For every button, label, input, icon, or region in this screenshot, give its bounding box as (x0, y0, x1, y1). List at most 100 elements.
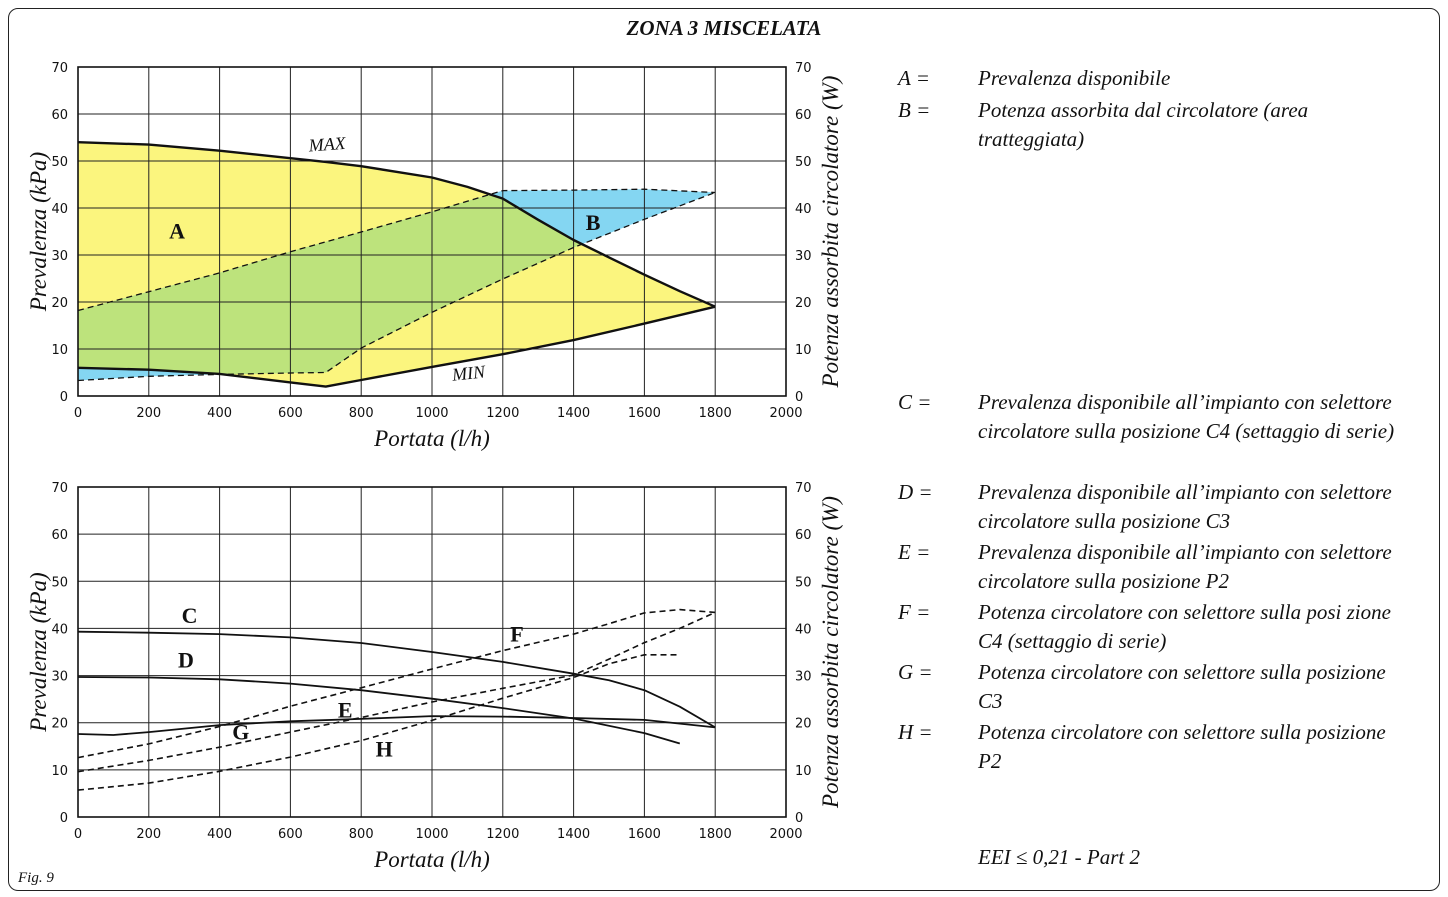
y2-tick-label: 10 (795, 343, 812, 358)
legend-key: B = (898, 98, 931, 122)
y-tick-label: 40 (51, 202, 68, 217)
x-tick-label: 1000 (415, 827, 448, 842)
x-tick-label: 0 (74, 827, 82, 842)
y2-tick-label: 20 (795, 296, 812, 311)
chart-2-series (77, 608, 716, 791)
series-g (77, 611, 716, 773)
eei-note: EEI ≤ 0,21 - Part 2 (978, 845, 1141, 869)
legend-text: Prevalenza disponibile (978, 66, 1171, 90)
legend-text: Potenza circolatore con selettore sulla … (978, 600, 1391, 653)
x-axis-label: Portata (l/h) (373, 847, 490, 872)
legend-text: Prevalenza disponibile all’impianto con … (978, 540, 1392, 593)
y2-tick-label: 0 (795, 390, 803, 405)
y2-tick-label: 60 (795, 108, 812, 123)
y-tick-label: 70 (51, 61, 68, 76)
chart-1-areas (78, 142, 716, 387)
x-tick-label: 1800 (699, 827, 732, 842)
legend-key: F = (898, 600, 931, 624)
y2-tick-label: 40 (795, 202, 812, 217)
y-axis-label: Prevalenza (kPa) (26, 572, 51, 732)
x-tick-label: 1600 (628, 827, 661, 842)
y-tick-label: 0 (60, 811, 68, 826)
x-tick-label: 2000 (769, 827, 802, 842)
y2-tick-label: 20 (795, 717, 812, 732)
figure-title: ZONA 3 MISCELATA (626, 16, 822, 40)
x-tick-label: 1800 (699, 406, 732, 421)
annotation-h: H (376, 737, 393, 762)
series-min (77, 305, 716, 388)
series-max (77, 141, 716, 308)
y-tick-label: 70 (51, 481, 68, 496)
series-c (77, 630, 716, 729)
x-tick-label: 600 (278, 406, 303, 421)
x-axis-label: Portata (l/h) (373, 426, 490, 451)
chart-1-annotations: A B MAX MIN (169, 133, 601, 385)
x-tick-label: 400 (207, 827, 232, 842)
legend-key: G = (898, 660, 933, 684)
y-axis-label: Prevalenza (kPa) (26, 152, 51, 312)
x-tick-label: 1000 (415, 406, 448, 421)
legend-text: Potenza circolatore con selettore sulla … (978, 660, 1386, 713)
y2-tick-label: 60 (795, 528, 812, 543)
figure-label: Fig. 9 (18, 870, 54, 886)
x-tick-label: 1600 (628, 406, 661, 421)
y-tick-label: 60 (51, 108, 68, 123)
annotation-a: A (169, 219, 185, 244)
legend-key: E = (898, 540, 931, 564)
legend-key: A = (898, 66, 930, 90)
x-tick-label: 200 (136, 827, 161, 842)
legend-text: Potenza assorbita dal circolatore (area … (978, 98, 1309, 151)
annotation-min: MIN (450, 361, 487, 385)
y2-tick-label: 70 (795, 61, 812, 76)
annotation-f: F (510, 622, 523, 647)
annotation-max: MAX (307, 133, 347, 156)
legend-text: Prevalenza disponibile all’impianto con … (978, 390, 1395, 443)
chart-1-series (77, 141, 716, 388)
x-tick-label: 1200 (486, 406, 519, 421)
x-tick-label: 2000 (769, 406, 802, 421)
annotation-e: E (338, 698, 353, 723)
series-power-envelope (77, 188, 716, 312)
plot-border (77, 486, 787, 818)
chart-2-annotations: CD E F G H (178, 603, 524, 762)
x-tick-label: 800 (349, 406, 374, 421)
figure-frame (8, 8, 1440, 891)
x-tick-label: 1400 (557, 406, 590, 421)
x-tick-label: 600 (278, 827, 303, 842)
y-tick-label: 50 (51, 155, 68, 170)
y2-tick-label: 0 (795, 811, 803, 826)
legend-key: D = (898, 480, 933, 504)
legend-text: Prevalenza disponibile all’impianto con … (978, 480, 1392, 533)
legend-text: Potenza circolatore con selettore sulla … (978, 720, 1386, 773)
y2-axis-label: Potenza assorbita circolatore (W) (818, 496, 843, 809)
y-tick-label: 60 (51, 528, 68, 543)
overlap-area (78, 194, 581, 375)
y-tick-label: 20 (51, 296, 68, 311)
annotation-d: D (178, 648, 194, 673)
y2-tick-label: 30 (795, 670, 812, 685)
series-d (77, 676, 681, 745)
x-tick-label: 400 (207, 406, 232, 421)
x-tick-label: 200 (136, 406, 161, 421)
x-tick-label: 0 (74, 406, 82, 421)
x-tick-label: 1400 (557, 827, 590, 842)
annotation-b: B (586, 210, 601, 235)
series-h (77, 654, 680, 791)
y-tick-label: 10 (51, 764, 68, 779)
x-tick-label: 800 (349, 827, 374, 842)
y-tick-label: 30 (51, 670, 68, 685)
y2-tick-label: 50 (795, 575, 812, 590)
y2-tick-label: 70 (795, 481, 812, 496)
annotation-g: G (232, 720, 249, 745)
y2-tick-label: 40 (795, 622, 812, 637)
y-tick-label: 0 (60, 390, 68, 405)
y2-tick-label: 50 (795, 155, 812, 170)
legend-key: C = (898, 390, 932, 414)
legend-key: H = (898, 720, 933, 744)
y2-tick-label: 10 (795, 764, 812, 779)
y-tick-label: 40 (51, 622, 68, 637)
y-tick-label: 10 (51, 343, 68, 358)
